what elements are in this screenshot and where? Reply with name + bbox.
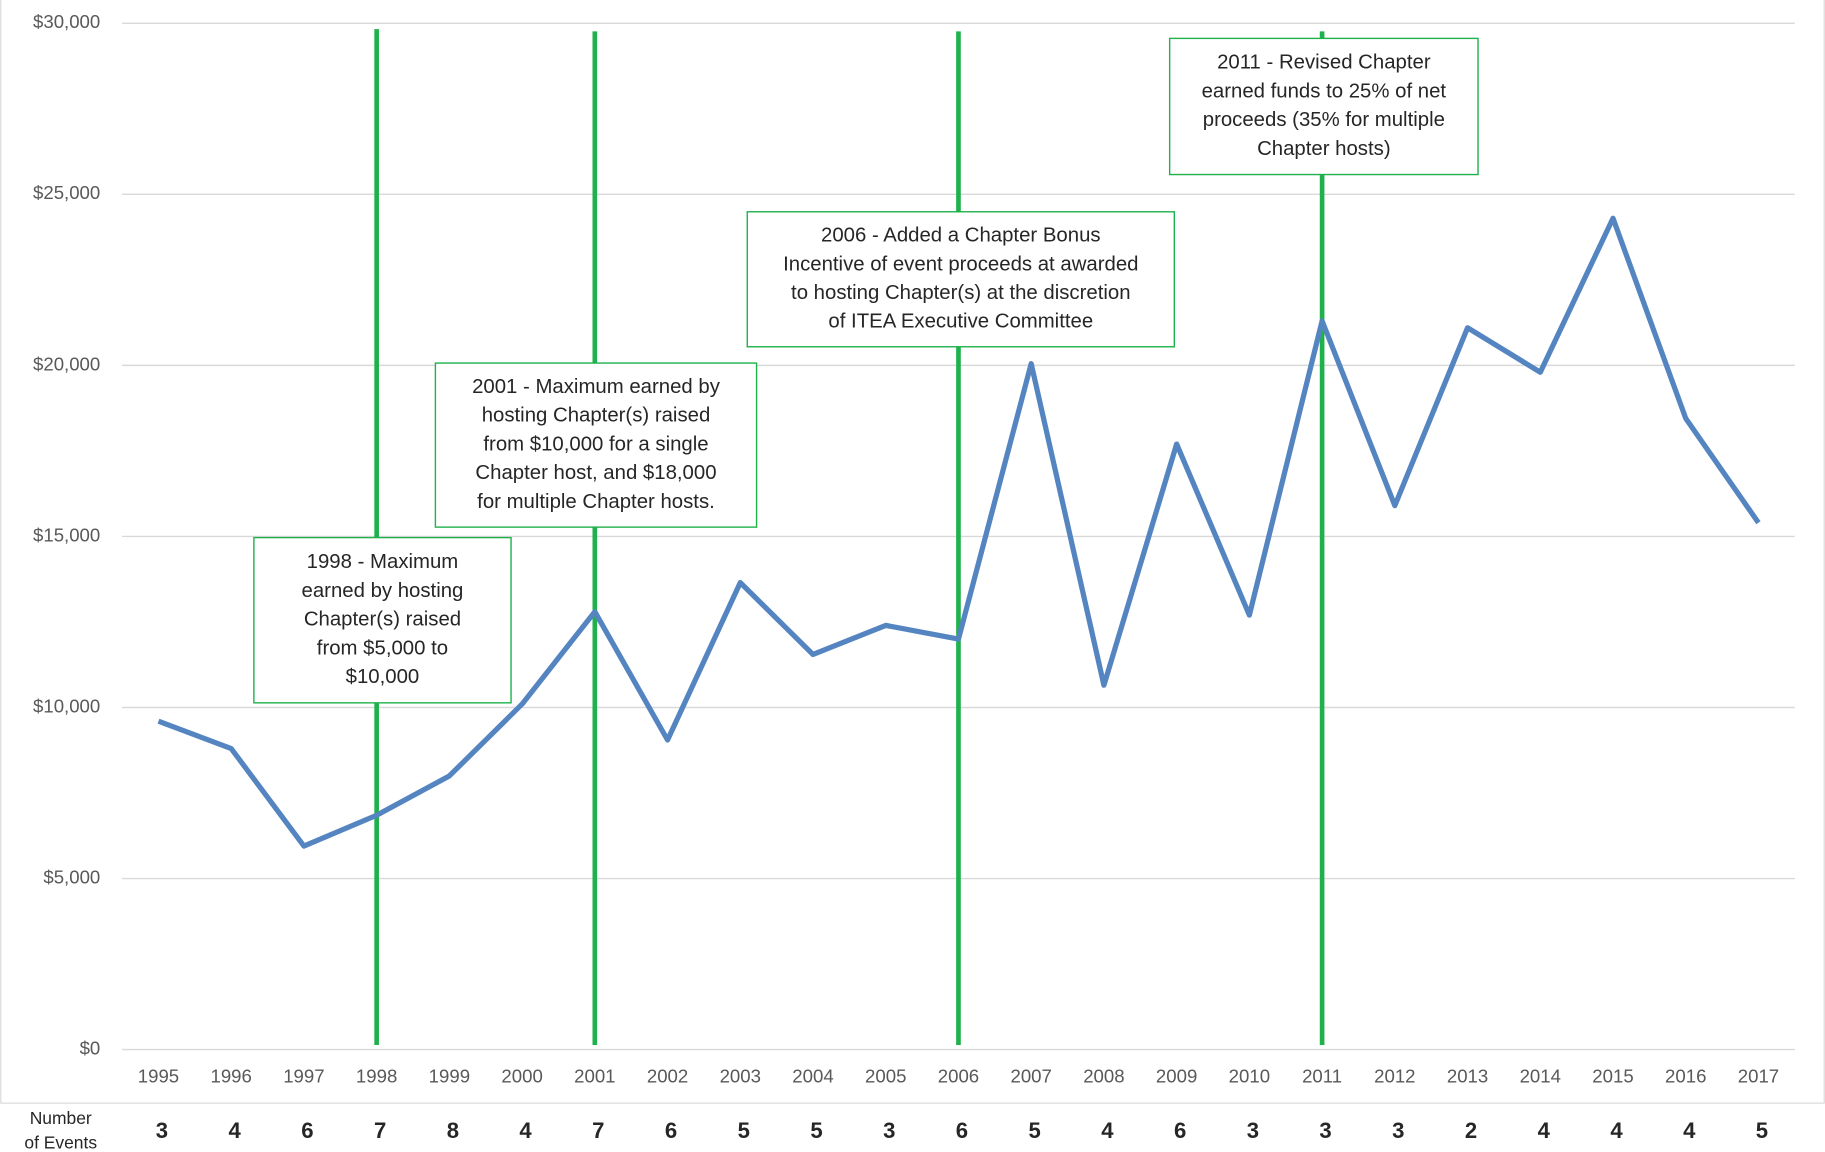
event-count: 4	[229, 1118, 242, 1143]
annotation-text: earned funds to 25% of net	[1202, 80, 1447, 102]
event-count: 4	[1683, 1118, 1696, 1143]
annotation-text: Incentive of event proceeds at awarded	[783, 253, 1138, 275]
annotation-text: Chapter(s) raised	[304, 609, 461, 631]
event-count: 2	[1465, 1118, 1477, 1143]
annotation-box	[253, 536, 512, 704]
x-tick-label: 2013	[1447, 1065, 1488, 1086]
x-tick-label: 2016	[1665, 1065, 1706, 1086]
y-tick-label: $25,000	[33, 182, 100, 203]
annotation-text: $10,000	[346, 666, 420, 688]
annotation-text: 2006 - Added a Chapter Bonus	[821, 225, 1101, 247]
event-count: 5	[810, 1118, 822, 1143]
y-tick-label: $30,000	[33, 11, 100, 32]
x-tick-label: 2014	[1520, 1065, 1561, 1086]
annotation-text: Chapter host, and $18,000	[475, 462, 716, 484]
x-tick-label: 2017	[1738, 1065, 1779, 1086]
event-count: 5	[1756, 1118, 1768, 1143]
annotation-text: of ITEA Executive Committee	[828, 311, 1093, 333]
event-count: 5	[738, 1118, 750, 1143]
annotation-text: hosting Chapter(s) raised	[482, 405, 711, 427]
event-count: 7	[592, 1118, 604, 1143]
x-tick-label: 2009	[1156, 1065, 1197, 1086]
data-line	[157, 215, 1761, 849]
x-tick-label: 2005	[865, 1065, 906, 1086]
event-count: 3	[156, 1118, 168, 1143]
annotation-text: for multiple Chapter hosts.	[477, 491, 715, 513]
event-count: 3	[1247, 1118, 1259, 1143]
event-count: 3	[1392, 1118, 1404, 1143]
event-count: 5	[1029, 1118, 1041, 1143]
events-label: Number	[30, 1108, 92, 1128]
event-count: 4	[1610, 1118, 1623, 1143]
x-tick-label: 2001	[574, 1065, 615, 1086]
chart-border	[0, 0, 1825, 1104]
x-tick-label: 2000	[501, 1065, 542, 1086]
x-tick-label: 2008	[1083, 1065, 1124, 1086]
event-count: 6	[301, 1118, 313, 1143]
annotation-text: from $10,000 for a single	[483, 433, 708, 455]
annotation-text: to hosting Chapter(s) at the discretion	[791, 282, 1131, 304]
annotation-text: from $5,000 to	[317, 637, 448, 659]
event-count: 4	[1538, 1118, 1551, 1143]
x-tick-label: 2003	[720, 1065, 761, 1086]
annotation-text: 2001 - Maximum earned by	[472, 376, 721, 398]
x-tick-label: 2012	[1374, 1065, 1415, 1086]
event-count: 3	[883, 1118, 895, 1143]
event-count: 3	[1319, 1118, 1331, 1143]
annotation-text: 2011 - Revised Chapter	[1217, 52, 1431, 74]
x-tick-label: 1998	[356, 1065, 397, 1086]
x-tick-label: 2006	[938, 1065, 979, 1086]
event-count: 7	[374, 1118, 386, 1143]
event-count: 6	[1174, 1118, 1186, 1143]
x-tick-label: 1995	[138, 1065, 179, 1086]
x-tick-label: 1997	[283, 1065, 324, 1086]
event-count: 6	[956, 1118, 968, 1143]
annotation-text: 1998 - Maximum	[307, 551, 459, 573]
x-tick-label: 2004	[792, 1065, 833, 1086]
y-tick-label: $15,000	[33, 524, 100, 545]
y-tick-label: $10,000	[33, 695, 100, 716]
x-tick-label: 2011	[1302, 1065, 1342, 1086]
annotation-box	[434, 362, 758, 528]
event-count: 4	[519, 1118, 532, 1143]
annotation-box	[1168, 37, 1479, 176]
event-count: 4	[1101, 1118, 1114, 1143]
annotation-text: Chapter hosts)	[1257, 138, 1391, 160]
x-tick-label: 1999	[429, 1065, 470, 1086]
event-count: 8	[447, 1118, 459, 1143]
events-label: of Events	[24, 1132, 97, 1152]
x-tick-label: 2002	[647, 1065, 688, 1086]
x-tick-label: 1996	[210, 1065, 251, 1086]
x-tick-label: 2015	[1592, 1065, 1633, 1086]
event-count: 6	[665, 1118, 677, 1143]
y-tick-label: $0	[80, 1038, 101, 1059]
y-tick-label: $5,000	[43, 866, 100, 887]
annotation-text: proceeds (35% for multiple	[1203, 109, 1445, 131]
annotation-box	[746, 211, 1176, 348]
x-tick-label: 2010	[1229, 1065, 1270, 1086]
annotation-text: earned by hosting	[302, 580, 464, 602]
y-tick-label: $20,000	[33, 353, 100, 374]
x-tick-label: 2007	[1010, 1065, 1051, 1086]
